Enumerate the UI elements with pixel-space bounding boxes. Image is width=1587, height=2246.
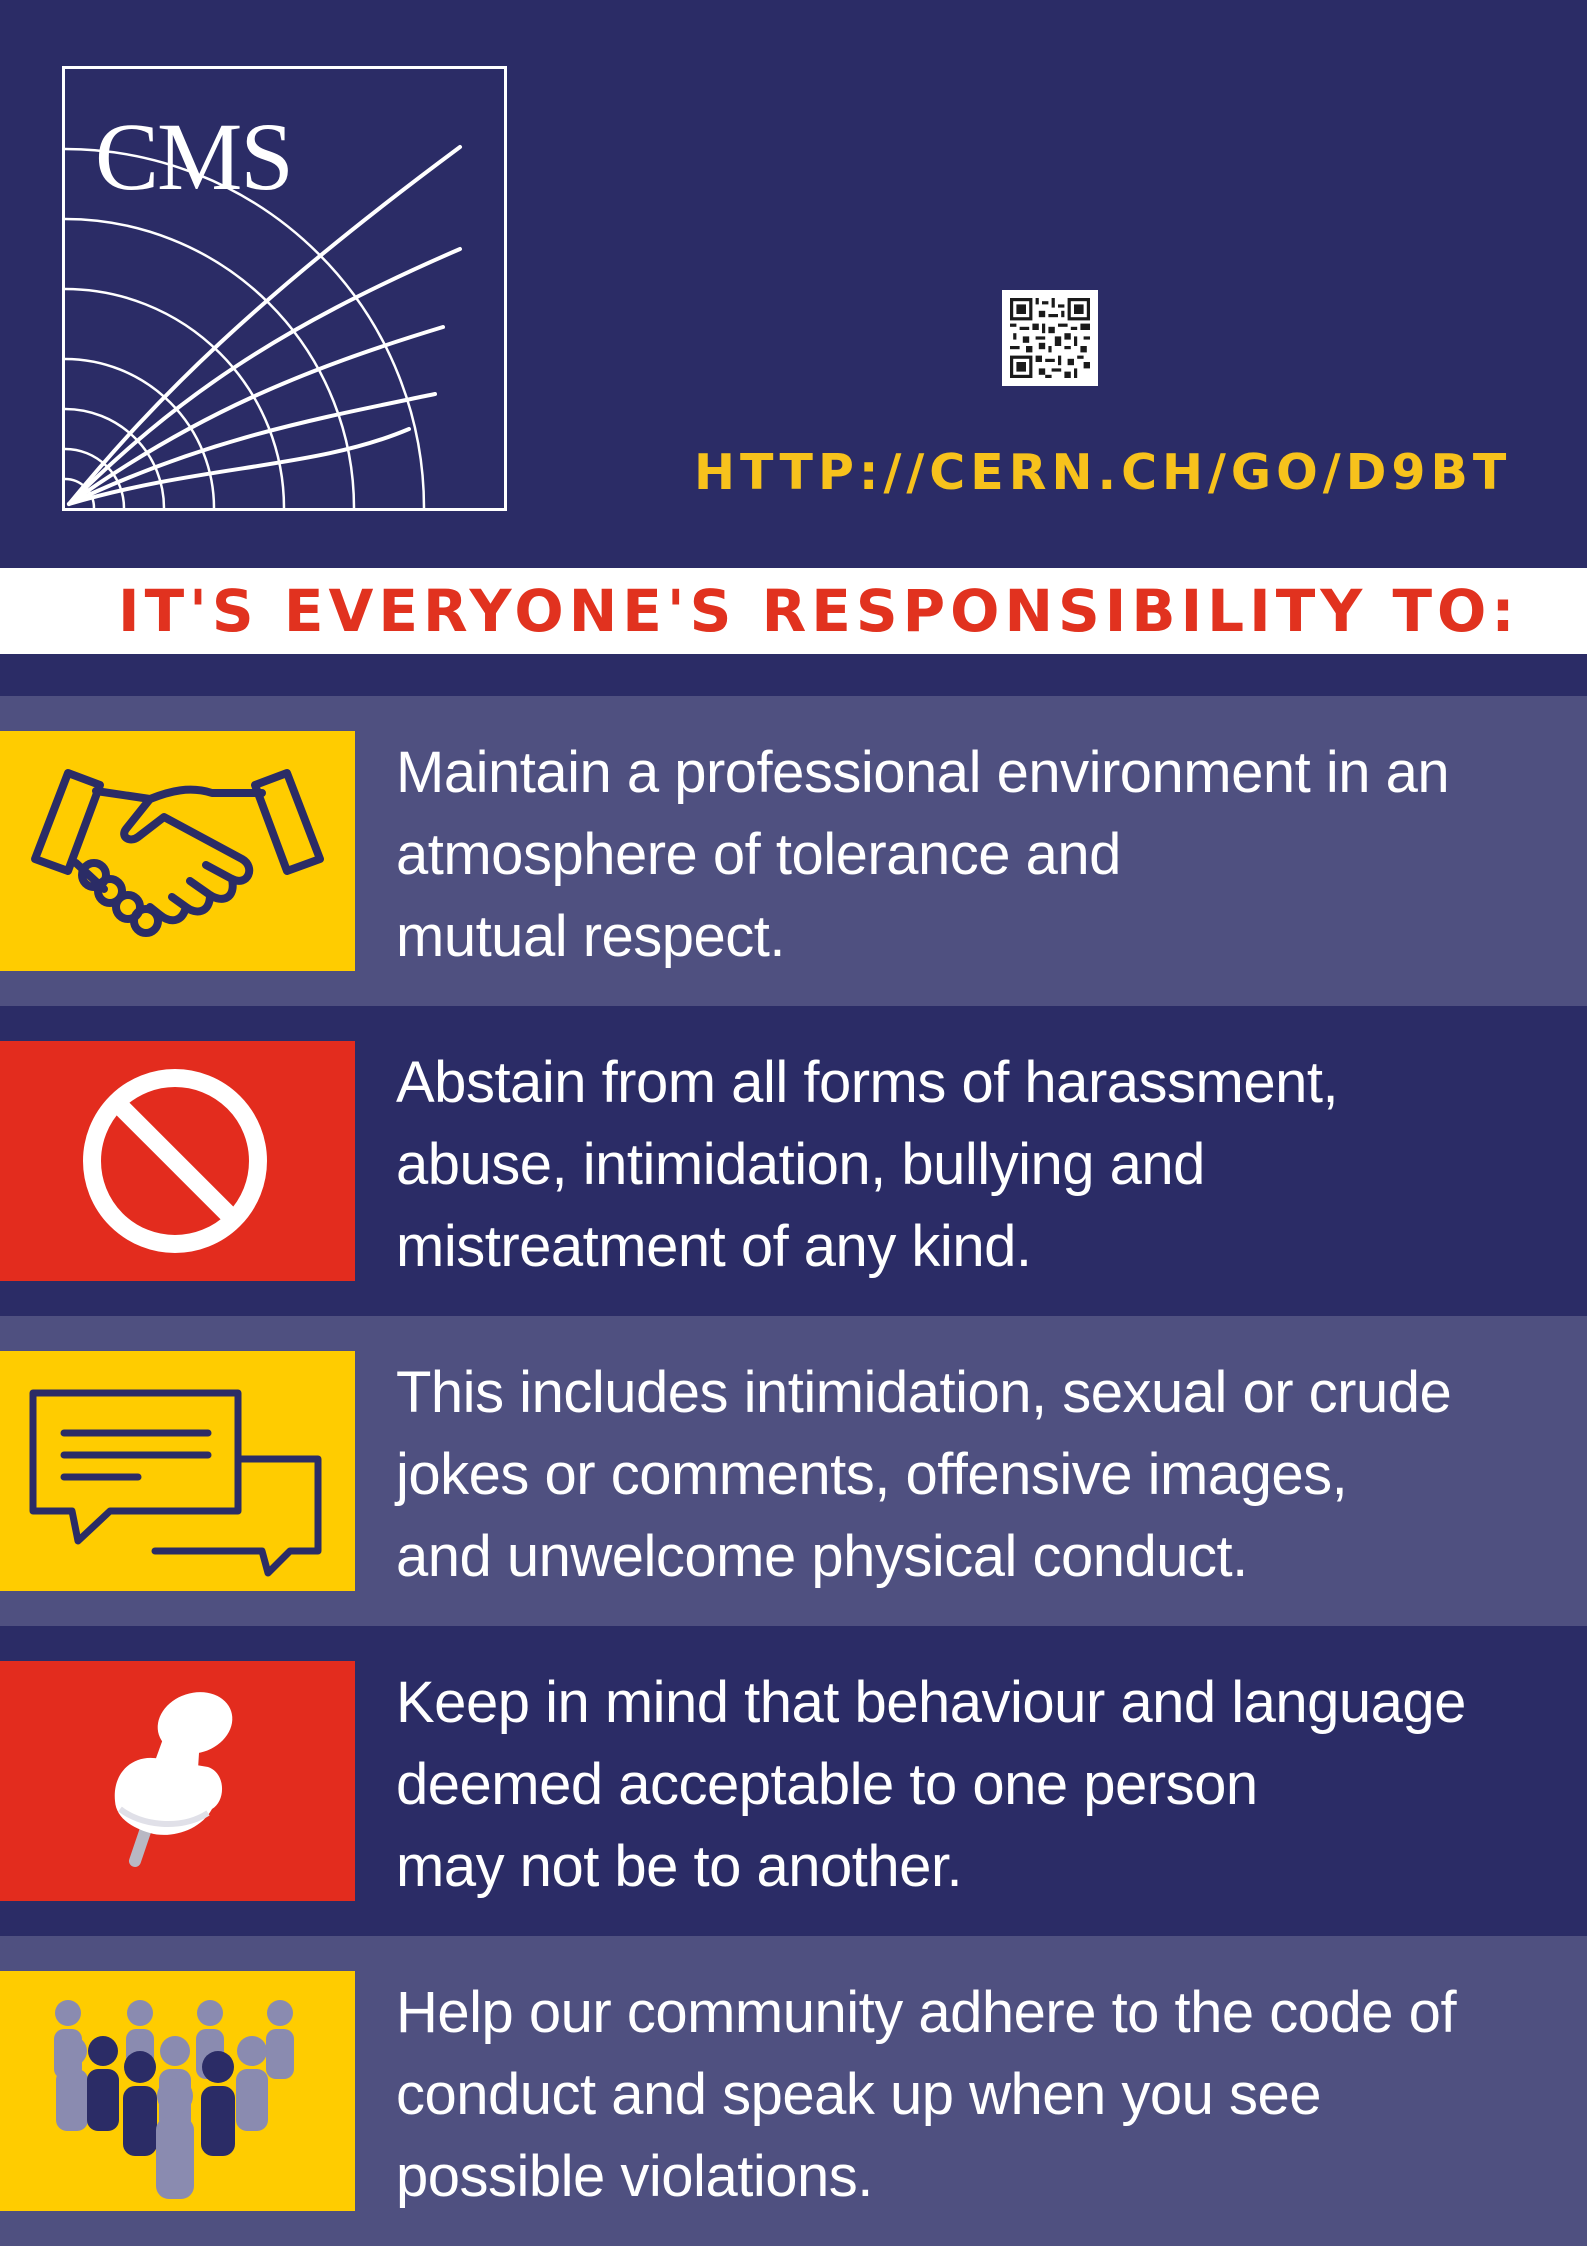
item-text-line: This includes intimidation, sexual or cr… [396,1360,1452,1425]
item-text-line: jokes or comments, offensive images, [396,1442,1348,1507]
item-icon-box [0,1041,355,1281]
speech-bubbles-icon [29,1389,322,1577]
header: CMS HTTP://CERN.CH/ [0,0,1587,568]
item-row-3: This includes intimidation, sexual or cr… [0,1316,1587,1626]
item-row-1: Maintain a professional environment in a… [0,696,1587,1006]
item-text-line: atmosphere of tolerance and [396,822,1121,887]
item-icon-box [0,1351,355,1591]
item-text-line: and unwelcome physical conduct. [396,1524,1248,1589]
pushpin-icon [114,1692,233,1867]
item-text-line: mistreatment of any kind. [396,1214,1032,1279]
item-row-4: Keep in mind that behaviour and language… [0,1626,1587,1936]
item-text-line: abuse, intimidation, bullying and [396,1132,1205,1197]
item-text: Abstain from all forms of harassment, ab… [396,1042,1566,1288]
item-text: Keep in mind that behaviour and language… [396,1662,1566,1908]
short-url-link[interactable]: HTTP://CERN.CH/GO/D9BT [694,444,1512,501]
item-text-line: possible violations. [396,2144,873,2209]
cms-logo: CMS [62,66,507,511]
item-text-line: mutual respect. [396,904,786,969]
item-text-line: deemed acceptable to one person [396,1752,1258,1817]
item-icon-box [0,731,355,971]
item-text-line: Abstain from all forms of harassment, [396,1050,1339,1115]
item-text-line: Help our community adhere to the code of [396,1980,1457,2045]
qr-code[interactable] [1002,290,1098,386]
item-text-line: Keep in mind that behaviour and language [396,1670,1466,1735]
item-text: Help our community adhere to the code of… [396,1972,1566,2218]
item-text: Maintain a professional environment in a… [396,732,1566,978]
item-text: This includes intimidation, sexual or cr… [396,1352,1566,1598]
logo-text: CMS [95,103,294,210]
item-text-line: Maintain a professional environment in a… [396,740,1450,805]
item-text-line: may not be to another. [396,1834,963,1899]
qr-code-icon [1010,298,1090,378]
people-group-icon [54,2000,294,2199]
detector-tracks-icon [65,145,462,508]
headline-text: IT'S EVERYONE'S RESPONSIBILITY TO: [118,577,1520,645]
headline-banner: IT'S EVERYONE'S RESPONSIBILITY TO: [0,568,1587,654]
item-row-2: Abstain from all forms of harassment, ab… [0,1006,1587,1316]
item-row-5: Help our community adhere to the code of… [0,1936,1587,2246]
prohibited-icon [83,1069,267,1253]
item-icon-box [0,1971,355,2211]
handshake-icon [31,769,324,937]
item-text-line: conduct and speak up when you see [396,2062,1322,2127]
item-icon-box [0,1661,355,1901]
